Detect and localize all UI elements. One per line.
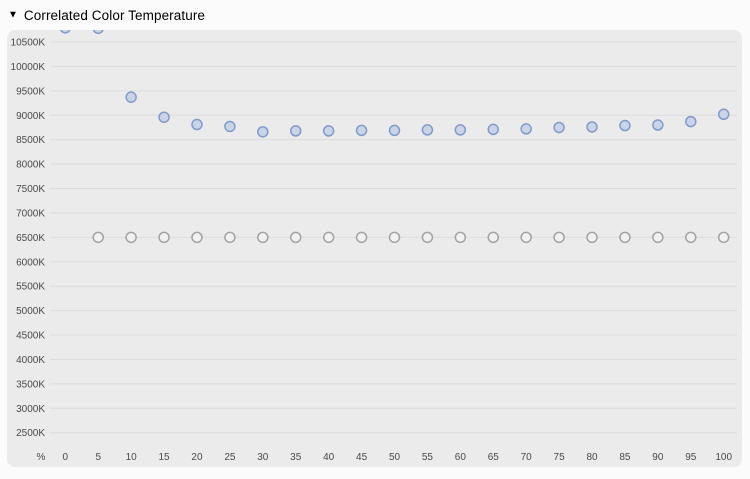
cct-scatter-chart: 10500K10000K9500K9000K8500K8000K7500K700… — [11, 30, 737, 463]
data-point-reference-6500k — [289, 231, 302, 244]
data-point-reference-6500k — [685, 231, 697, 244]
data-point-reference-6500k — [553, 231, 565, 244]
x-axis-tick-label: 65 — [488, 452, 500, 463]
data-point-measured-cct — [158, 111, 170, 123]
y-axis-tick-label: 4000K — [16, 355, 45, 366]
data-point-reference-6500k — [487, 231, 500, 244]
data-point-measured-cct — [652, 119, 664, 131]
data-point-measured-cct — [125, 91, 137, 103]
x-axis-tick-label: 85 — [619, 452, 631, 463]
y-axis-tick-label: 5500K — [16, 282, 45, 293]
data-point-measured-cct — [355, 124, 368, 137]
data-point-reference-6500k — [158, 231, 170, 244]
y-axis-tick-label: 5000K — [16, 306, 45, 317]
x-axis-tick-label: 5 — [95, 452, 101, 463]
data-point-measured-cct — [553, 121, 565, 134]
data-point-measured-cct — [257, 126, 269, 138]
x-axis-tick-label: 50 — [389, 452, 401, 463]
x-axis-tick-label: 60 — [455, 452, 467, 463]
data-point-measured-cct — [388, 124, 401, 137]
y-axis-tick-label: 6500K — [16, 233, 45, 244]
y-axis-tick-label: 2500K — [16, 428, 45, 439]
y-axis-tick-label: 10000K — [11, 62, 46, 73]
x-axis-tick-label: 55 — [422, 452, 434, 463]
data-point-reference-6500k — [191, 231, 203, 244]
x-axis-tick-label: 30 — [257, 452, 269, 463]
x-axis-tick-label: 95 — [685, 452, 697, 463]
y-axis-tick-label: 6000K — [16, 257, 45, 268]
y-axis-tick-label: 10500K — [11, 38, 46, 49]
data-point-reference-6500k — [520, 231, 532, 244]
cct-chart-panel: 10500K 10000K 9500K 9000K 8500K 8000K 7500K 700… — [7, 30, 742, 467]
x-axis-tick-label: 20 — [191, 452, 203, 463]
x-axis-tick-label: 75 — [554, 452, 566, 463]
x-axis-tick-label: 0 — [63, 452, 69, 463]
data-point-measured-cct — [191, 118, 203, 131]
y-axis-tick-label: 3500K — [16, 379, 45, 390]
data-point-measured-cct — [289, 125, 302, 137]
data-point-measured-cct — [454, 124, 467, 136]
y-axis-tick-label: 4500K — [16, 331, 45, 342]
data-point-reference-6500k — [619, 231, 631, 244]
data-point-reference-6500k — [421, 231, 434, 244]
page-title: Correlated Color Temperature — [23, 7, 206, 23]
data-point-reference-6500k — [355, 231, 368, 244]
y-axis-tick-label: 7500K — [16, 184, 45, 195]
disclosure-triangle-icon[interactable]: ▼ — [8, 9, 18, 21]
x-axis-tick-label: 35 — [290, 452, 302, 463]
data-point-measured-cct — [487, 123, 500, 136]
y-axis-tick-label: 9500K — [16, 86, 45, 97]
data-point-measured-cct — [224, 120, 236, 133]
x-axis-tick-label: 15 — [158, 452, 170, 463]
data-point-reference-6500k — [322, 231, 335, 244]
data-point-measured-cct — [92, 30, 104, 35]
data-point-measured-cct — [520, 123, 532, 135]
data-point-measured-cct — [619, 119, 631, 132]
x-axis-tick-label: 80 — [586, 452, 598, 463]
y-axis-tick-label: 8500K — [16, 135, 45, 146]
data-point-measured-cct — [685, 115, 697, 128]
y-axis-tick-label: 9000K — [16, 111, 45, 122]
data-point-reference-6500k — [388, 231, 401, 244]
x-axis-tick-label: 45 — [356, 452, 368, 463]
x-axis-tick-label: 25 — [224, 452, 236, 463]
section-header[interactable]: ▼ Correlated Color Temperature — [8, 4, 205, 26]
x-axis-tick-label: 40 — [323, 452, 335, 463]
data-point-reference-6500k — [717, 231, 730, 244]
data-point-reference-6500k — [257, 231, 269, 244]
data-point-reference-6500k — [652, 231, 664, 244]
data-point-reference-6500k — [92, 231, 104, 244]
data-point-reference-6500k — [224, 231, 236, 244]
y-axis-tick-label: 8000K — [16, 160, 45, 171]
data-point-measured-cct — [59, 30, 71, 34]
data-point-reference-6500k — [454, 231, 467, 244]
data-point-measured-cct — [322, 125, 335, 137]
y-axis-tick-label: 3000K — [16, 404, 45, 415]
x-axis-tick-label: 10 — [126, 452, 138, 463]
y-axis-tick-label: 7000K — [16, 208, 45, 219]
data-point-reference-6500k — [586, 231, 598, 244]
data-point-reference-6500k — [125, 231, 137, 244]
data-point-measured-cct — [421, 124, 434, 136]
data-point-measured-cct — [717, 108, 730, 121]
data-point-measured-cct — [586, 121, 598, 133]
x-axis-unit-label: % — [37, 452, 46, 463]
x-axis-tick-label: 70 — [521, 452, 533, 463]
x-axis-tick-label: 90 — [652, 452, 664, 463]
x-axis-tick-label: 100 — [715, 452, 732, 463]
